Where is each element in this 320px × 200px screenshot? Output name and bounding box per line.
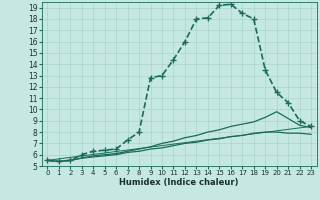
X-axis label: Humidex (Indice chaleur): Humidex (Indice chaleur) [119, 178, 239, 187]
